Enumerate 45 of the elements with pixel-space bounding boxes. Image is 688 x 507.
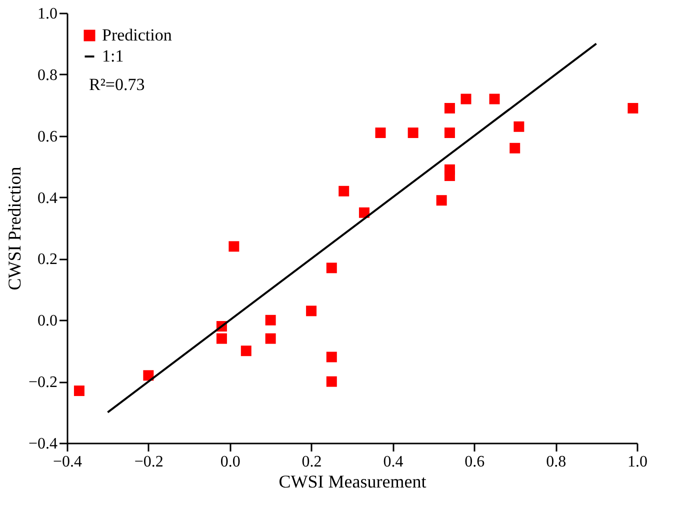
point xyxy=(375,128,386,138)
point xyxy=(74,386,84,396)
y-axis-title: CWSI Prediction xyxy=(4,166,24,290)
y-tick-label: 0.6 xyxy=(38,128,58,146)
x-tick-label: 1.0 xyxy=(628,454,648,470)
point xyxy=(444,128,455,138)
point xyxy=(326,262,337,274)
point xyxy=(628,102,638,114)
point xyxy=(444,102,455,114)
legend-label: 1:1 xyxy=(102,46,124,66)
point xyxy=(514,121,524,132)
x-tick-label: 0.8 xyxy=(546,454,566,470)
point xyxy=(510,142,520,154)
point xyxy=(489,94,500,104)
point xyxy=(265,333,276,344)
point xyxy=(408,128,418,138)
y-tick-label: 0.0 xyxy=(38,312,58,330)
point xyxy=(143,370,154,381)
point xyxy=(460,94,472,104)
point xyxy=(338,186,350,196)
x-tick-label: −0.2 xyxy=(134,454,164,470)
x-tick-label: 0.6 xyxy=(464,454,485,470)
point xyxy=(216,333,227,344)
x-tick-label: −0.4 xyxy=(52,454,82,470)
legend-label: Prediction xyxy=(102,26,172,44)
x-axis-title: CWSI Measurement xyxy=(278,472,426,492)
y-tick-label: 0.8 xyxy=(38,66,58,84)
x-tick-label: 0.4 xyxy=(383,454,404,470)
y-tick-label: 1.0 xyxy=(38,6,58,22)
x-tick-label: 0.0 xyxy=(220,454,240,470)
point xyxy=(240,346,252,356)
point xyxy=(326,376,337,387)
point xyxy=(326,352,337,362)
point xyxy=(265,314,276,326)
point xyxy=(228,241,240,252)
x-tick-label: 0.2 xyxy=(302,454,322,470)
point xyxy=(436,195,447,206)
y-tick-label: −0.4 xyxy=(28,436,58,452)
y-tick-label: −0.2 xyxy=(28,374,58,392)
annotation: R²=0.73 xyxy=(89,75,145,94)
y-tick-label: 0.4 xyxy=(38,190,58,207)
point xyxy=(306,306,317,316)
y-tick-label: 0.2 xyxy=(38,251,58,268)
point xyxy=(358,207,370,218)
point xyxy=(444,170,455,182)
